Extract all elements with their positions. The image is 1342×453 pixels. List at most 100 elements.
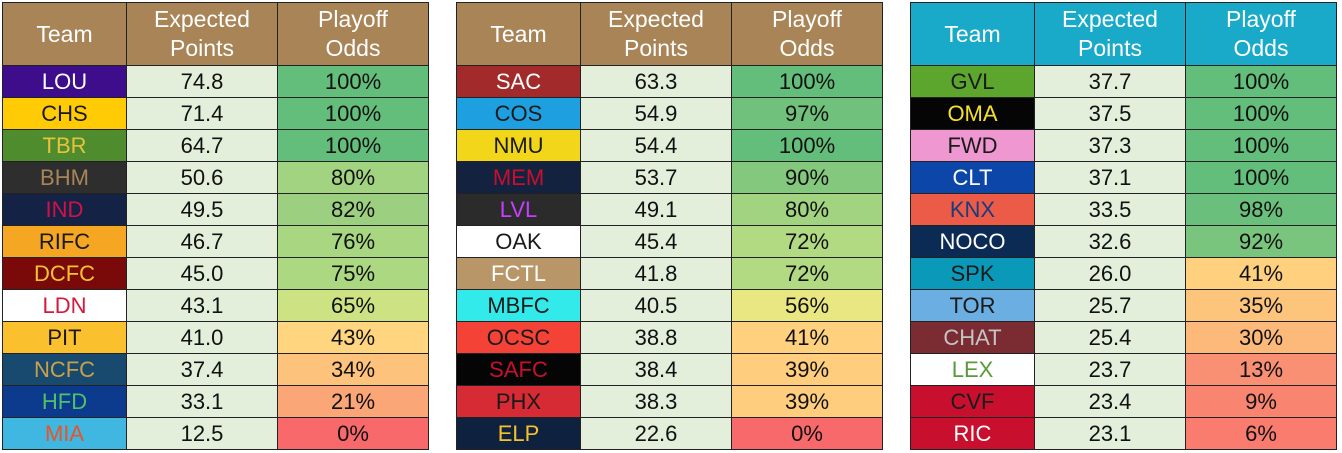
table-row: LEX 23.7 13% xyxy=(910,353,1337,386)
expected-points-header: Expected Points xyxy=(1034,2,1186,66)
playoff-odds-cell: 13% xyxy=(1185,353,1337,386)
playoff-odds-cell: 80% xyxy=(277,161,429,194)
team-cell: IND xyxy=(2,193,127,226)
playoff-odds-cell: 35% xyxy=(1185,289,1337,322)
expected-points-cell: 71.4 xyxy=(126,97,278,130)
playoff-odds-cell: 92% xyxy=(1185,225,1337,258)
team-cell: NOCO xyxy=(910,225,1035,258)
expected-points-cell: 45.0 xyxy=(126,257,278,290)
expected-points-cell: 64.7 xyxy=(126,129,278,162)
team-cell: NMU xyxy=(456,129,581,162)
team-cell: DCFC xyxy=(2,257,127,290)
playoff-odds-cell: 100% xyxy=(277,97,429,130)
table-row: LVL 49.1 80% xyxy=(456,193,883,226)
team-cell: SPK xyxy=(910,257,1035,290)
playoff-odds-header: Playoff Odds xyxy=(277,2,429,66)
table-row: SPK 26.0 41% xyxy=(910,257,1337,290)
expected-points-cell: 45.4 xyxy=(580,225,732,258)
playoff-odds-cell: 56% xyxy=(731,289,883,322)
playoff-odds-cell: 98% xyxy=(1185,193,1337,226)
table-row: OMA 37.5 100% xyxy=(910,97,1337,130)
team-cell: LEX xyxy=(910,353,1035,386)
playoff-odds-cell: 41% xyxy=(731,321,883,354)
standings-table-1: Team Expected Points Playoff Odds LOU 74.8 10… xyxy=(2,2,429,450)
expected-points-cell: 49.1 xyxy=(580,193,732,226)
team-cell: CHAT xyxy=(910,321,1035,354)
table-row: MIA 12.5 0% xyxy=(2,417,429,450)
team-cell: SAC xyxy=(456,65,581,98)
expected-points-cell: 22.6 xyxy=(580,417,732,450)
expected-points-cell: 41.0 xyxy=(126,321,278,354)
expected-points-cell: 49.5 xyxy=(126,193,278,226)
playoff-odds-cell: 6% xyxy=(1185,417,1337,450)
expected-points-cell: 32.6 xyxy=(1034,225,1186,258)
team-cell: ELP xyxy=(456,417,581,450)
table-row: RIFC 46.7 76% xyxy=(2,225,429,258)
team-cell: CLT xyxy=(910,161,1035,194)
expected-points-cell: 23.4 xyxy=(1034,385,1186,418)
playoff-odds-cell: 41% xyxy=(1185,257,1337,290)
expected-points-cell: 37.5 xyxy=(1034,97,1186,130)
table-row: SAFC 38.4 39% xyxy=(456,353,883,386)
expected-points-header: Expected Points xyxy=(126,2,278,66)
table-row: OCSC 38.8 41% xyxy=(456,321,883,354)
table-row: CHS 71.4 100% xyxy=(2,97,429,130)
team-cell: MIA xyxy=(2,417,127,450)
playoff-odds-cell: 100% xyxy=(1185,129,1337,162)
expected-points-cell: 37.4 xyxy=(126,353,278,386)
team-header: Team xyxy=(910,2,1035,66)
team-cell: KNX xyxy=(910,193,1035,226)
team-cell: PIT xyxy=(2,321,127,354)
playoff-odds-cell: 97% xyxy=(731,97,883,130)
team-cell: OMA xyxy=(910,97,1035,130)
playoff-odds-header: Playoff Odds xyxy=(731,2,883,66)
table-row: ELP 22.6 0% xyxy=(456,417,883,450)
expected-points-header: Expected Points xyxy=(580,2,732,66)
standings-table-3: Team Expected Points Playoff Odds GVL 37.7 10… xyxy=(910,2,1337,450)
table-row: MEM 53.7 90% xyxy=(456,161,883,194)
expected-points-cell: 41.8 xyxy=(580,257,732,290)
playoff-odds-cell: 30% xyxy=(1185,321,1337,354)
table-row: FCTL 41.8 72% xyxy=(456,257,883,290)
expected-points-cell: 38.8 xyxy=(580,321,732,354)
expected-points-cell: 37.1 xyxy=(1034,161,1186,194)
table-row: NOCO 32.6 92% xyxy=(910,225,1337,258)
team-cell: TBR xyxy=(2,129,127,162)
team-cell: LDN xyxy=(2,289,127,322)
table-row: LDN 43.1 65% xyxy=(2,289,429,322)
team-cell: OCSC xyxy=(456,321,581,354)
playoff-odds-cell: 100% xyxy=(731,65,883,98)
table-row: PHX 38.3 39% xyxy=(456,385,883,418)
playoff-odds-cell: 43% xyxy=(277,321,429,354)
table-row: CLT 37.1 100% xyxy=(910,161,1337,194)
table-row: IND 49.5 82% xyxy=(2,193,429,226)
team-cell: TOR xyxy=(910,289,1035,322)
table-row: OAK 45.4 72% xyxy=(456,225,883,258)
expected-points-cell: 38.3 xyxy=(580,385,732,418)
table-row: TBR 64.7 100% xyxy=(2,129,429,162)
team-cell: FWD xyxy=(910,129,1035,162)
team-cell: NCFC xyxy=(2,353,127,386)
team-cell: MBFC xyxy=(456,289,581,322)
team-cell: RIC xyxy=(910,417,1035,450)
playoff-odds-cell: 39% xyxy=(731,385,883,418)
table-row: CHAT 25.4 30% xyxy=(910,321,1337,354)
team-cell: COS xyxy=(456,97,581,130)
expected-points-cell: 40.5 xyxy=(580,289,732,322)
expected-points-cell: 38.4 xyxy=(580,353,732,386)
playoff-odds-cell: 100% xyxy=(277,65,429,98)
team-cell: RIFC xyxy=(2,225,127,258)
playoff-odds-cell: 80% xyxy=(731,193,883,226)
playoff-odds-header: Playoff Odds xyxy=(1185,2,1337,66)
expected-points-cell: 50.6 xyxy=(126,161,278,194)
expected-points-cell: 43.1 xyxy=(126,289,278,322)
team-cell: BHM xyxy=(2,161,127,194)
expected-points-cell: 25.7 xyxy=(1034,289,1186,322)
table-row: KNX 33.5 98% xyxy=(910,193,1337,226)
playoff-odds-cell: 90% xyxy=(731,161,883,194)
table-row: TOR 25.7 35% xyxy=(910,289,1337,322)
playoff-odds-cell: 9% xyxy=(1185,385,1337,418)
table-row: PIT 41.0 43% xyxy=(2,321,429,354)
team-cell: PHX xyxy=(456,385,581,418)
expected-points-cell: 46.7 xyxy=(126,225,278,258)
